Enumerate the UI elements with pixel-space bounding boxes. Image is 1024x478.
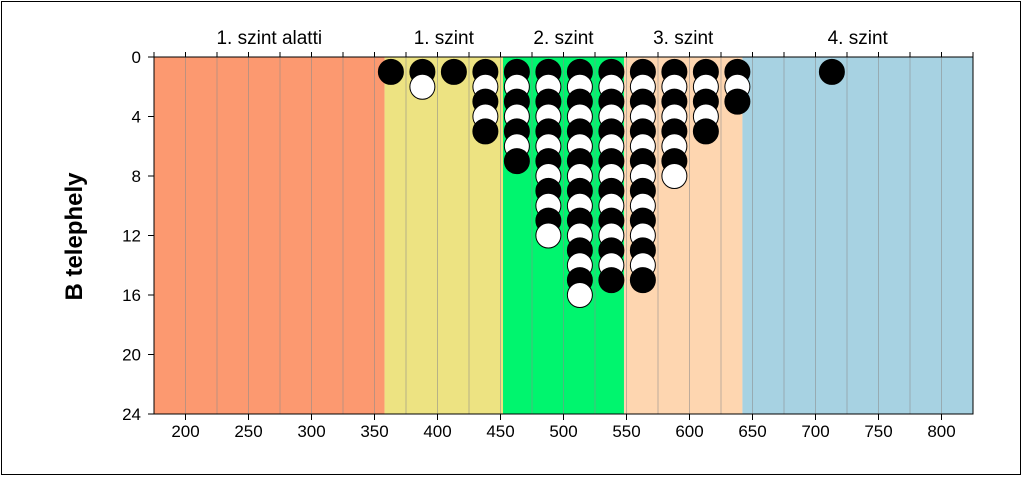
band-label-2: 1. szint: [414, 28, 475, 49]
x-tick-label-9: 650: [738, 422, 766, 441]
ticks-layer: [148, 52, 974, 420]
point-filled-c2-r0: [440, 58, 467, 85]
y-axis-title: B telephely: [61, 172, 88, 301]
y-tick-label-4: 16: [122, 286, 141, 305]
x-tick-label-11: 750: [864, 422, 892, 441]
band-label-3: 2. szint: [533, 28, 594, 49]
y-tick-label-5: 20: [122, 346, 141, 365]
point-filled-c4-r6: [503, 148, 530, 175]
x-tick-label-8: 600: [675, 422, 703, 441]
y-tick-label-0: 0: [132, 48, 141, 67]
point-filled-c10-r4: [692, 118, 719, 145]
point-filled-c8-r14: [629, 267, 656, 294]
x-tick-label-3: 350: [360, 422, 388, 441]
band-label-4: 3. szint: [653, 28, 714, 49]
point-filled-c7-r14: [598, 267, 625, 294]
band-label-5: 4. szint: [828, 28, 889, 49]
point-open-c5-r11: [535, 222, 562, 249]
point-open-c6-r15: [566, 282, 593, 308]
point-filled-c3-r4: [472, 118, 499, 145]
band-1: [154, 57, 385, 414]
x-tick-label-2: 300: [297, 422, 325, 441]
points-layer: [377, 58, 845, 308]
point-filled-c0-r0: [377, 58, 404, 85]
x-tick-label-7: 550: [612, 422, 640, 441]
y-tick-label-3: 12: [122, 227, 141, 246]
point-filled-c11-r2: [724, 88, 751, 115]
x-tick-label-12: 800: [927, 422, 955, 441]
point-open-c9-r7: [661, 163, 688, 189]
y-tick-label-1: 4: [132, 108, 141, 127]
x-tick-label-1: 250: [234, 422, 262, 441]
band-5: [742, 57, 973, 414]
band-label-1: 1. szint alatti: [216, 28, 322, 49]
point-filled-c12-r0: [818, 58, 845, 85]
x-tick-label-0: 200: [171, 422, 199, 441]
y-tick-label-2: 8: [132, 167, 141, 186]
x-tick-label-6: 500: [549, 422, 577, 441]
x-tick-label-10: 700: [801, 422, 829, 441]
grid-layer: [153, 57, 974, 414]
point-open-c1-r1: [409, 73, 436, 100]
x-tick-label-5: 450: [486, 422, 514, 441]
labels-layer: 1. szint alatti 1. szint 2. szint 3. szint 4…: [122, 28, 956, 441]
y-tick-label-6: 24: [122, 405, 141, 424]
x-tick-label-4: 400: [423, 422, 451, 441]
